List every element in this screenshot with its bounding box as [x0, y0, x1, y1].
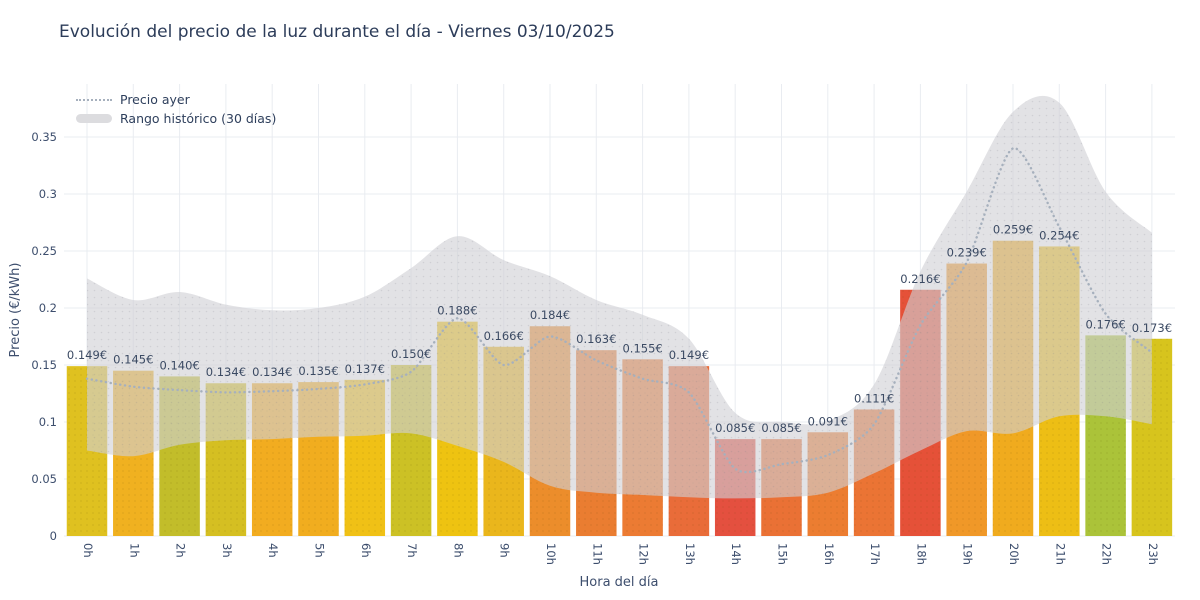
- x-tick-label-12h: 12h: [637, 543, 651, 565]
- legend-item-rango-historico[interactable]: Rango histórico (30 días): [76, 109, 276, 128]
- x-tick-label-15h: 15h: [776, 543, 790, 565]
- x-tick-label-8h: 8h: [451, 543, 465, 558]
- range-band-texture: [87, 95, 1152, 499]
- bar-value-label-20h: 0.259€: [993, 223, 1033, 237]
- bar-value-label-11h: 0.163€: [576, 332, 616, 346]
- y-tick-label-0.3: 0.3: [39, 187, 57, 201]
- bar-value-label-22h: 0.176€: [1085, 317, 1125, 331]
- bar-value-label-6h: 0.137€: [345, 362, 385, 376]
- bar-value-label-19h: 0.239€: [947, 246, 987, 260]
- y-tick-label-0.15: 0.15: [31, 358, 57, 372]
- x-tick-label-11h: 11h: [590, 543, 604, 565]
- legend-item-precio-ayer[interactable]: Precio ayer: [76, 90, 276, 109]
- y-tick-label-0.2: 0.2: [39, 301, 57, 315]
- bar-value-label-5h: 0.135€: [298, 364, 338, 378]
- yesterday-price-line: [85, 147, 1154, 474]
- bar-value-label-2h: 0.140€: [159, 358, 199, 372]
- x-tick-label-19h: 19h: [961, 543, 975, 565]
- bar-value-label-21h: 0.254€: [1039, 228, 1079, 242]
- bar-value-label-9h: 0.166€: [484, 329, 524, 343]
- y-tick-label-0.35: 0.35: [31, 130, 57, 144]
- legend: Precio ayer Rango histórico (30 días): [76, 90, 276, 128]
- bar-value-label-16h: 0.091€: [808, 414, 848, 428]
- y-axis-title: Precio (€/kWh): [8, 263, 23, 358]
- dotted-line-swatch-icon: [76, 98, 112, 101]
- x-tick-label-20h: 20h: [1007, 543, 1021, 565]
- bar-value-label-14h: 0.085€: [715, 421, 755, 435]
- bar-value-label-13h: 0.149€: [669, 348, 709, 362]
- bar-value-label-18h: 0.216€: [900, 272, 940, 286]
- axis-tick-labels: 0 0.05 0.1 0.15 0.2 0.25 0.3 0.35 0h 1h 2h 3h 4h 5h 6h…: [31, 130, 1160, 565]
- y-tick-label-0.25: 0.25: [31, 244, 57, 258]
- legend-label-precio-ayer: Precio ayer: [120, 92, 190, 107]
- legend-label-rango-historico: Rango histórico (30 días): [120, 111, 277, 126]
- x-tick-label-13h: 13h: [683, 543, 697, 565]
- x-tick-label-7h: 7h: [405, 543, 419, 558]
- x-tick-label-0h: 0h: [81, 543, 95, 558]
- x-axis-title: Hora del día: [580, 575, 659, 590]
- x-tick-label-2h: 2h: [174, 543, 188, 558]
- x-tick-label-1h: 1h: [127, 543, 141, 558]
- bar-value-label-8h: 0.188€: [437, 304, 477, 318]
- y-tick-label-0: 0: [50, 529, 57, 543]
- x-tick-label-18h: 18h: [914, 543, 928, 565]
- bar-value-label-17h: 0.111€: [854, 391, 894, 405]
- bar-value-label-1h: 0.145€: [113, 353, 153, 367]
- x-tick-label-16h: 16h: [822, 543, 836, 565]
- bar-value-label-12h: 0.155€: [622, 341, 662, 355]
- bar-value-label-0h: 0.149€: [67, 348, 107, 362]
- x-tick-label-6h: 6h: [359, 543, 373, 558]
- y-tick-label-0.05: 0.05: [31, 472, 57, 486]
- x-tick-label-4h: 4h: [266, 543, 280, 558]
- y-tick-label-0.1: 0.1: [39, 415, 57, 429]
- x-tick-label-10h: 10h: [544, 543, 558, 565]
- x-tick-label-21h: 21h: [1053, 543, 1067, 565]
- x-tick-label-14h: 14h: [729, 543, 743, 565]
- bar-value-labels: 0.149€ 0.145€ 0.140€ 0.134€ 0.134€ 0.135€ 0.13…: [67, 223, 1172, 435]
- bar-value-label-3h: 0.134€: [206, 365, 246, 379]
- bar-value-label-23h: 0.173€: [1132, 321, 1172, 335]
- range-band-swatch-icon: [76, 114, 112, 123]
- x-tick-label-22h: 22h: [1100, 543, 1114, 565]
- bar-value-label-15h: 0.085€: [761, 421, 801, 435]
- bar-value-label-4h: 0.134€: [252, 365, 292, 379]
- bar-value-label-10h: 0.184€: [530, 308, 570, 322]
- x-tick-label-23h: 23h: [1146, 543, 1160, 565]
- x-tick-label-9h: 9h: [498, 543, 512, 558]
- chart-title: Evolución del precio de la luz durante e…: [59, 22, 615, 42]
- x-tick-label-3h: 3h: [220, 543, 234, 558]
- bar-value-label-7h: 0.150€: [391, 347, 431, 361]
- yesterday-line-path: [85, 147, 1154, 474]
- x-tick-label-17h: 17h: [868, 543, 882, 565]
- historical-range-band: [87, 95, 1152, 499]
- x-tick-label-5h: 5h: [313, 543, 327, 558]
